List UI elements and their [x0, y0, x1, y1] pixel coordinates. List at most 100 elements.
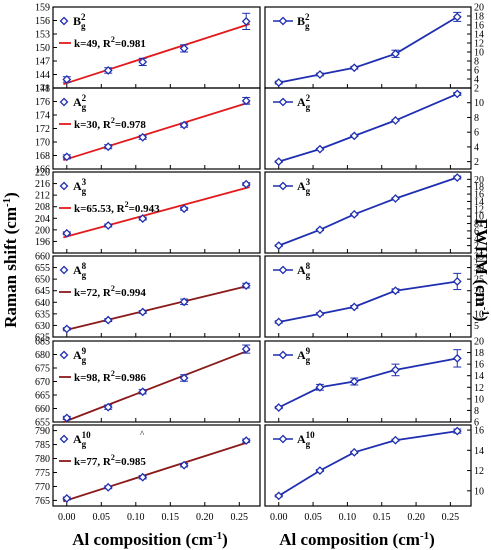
- legend-marker: [59, 434, 69, 444]
- data-point: [138, 214, 148, 223]
- x-tick-label: 0.00: [58, 512, 76, 523]
- mode-label: A10 g: [297, 430, 315, 449]
- legend-marker: [278, 434, 288, 444]
- y-tick-label: 196: [35, 237, 50, 248]
- mode-label: B2 g: [73, 12, 86, 31]
- data-point: [452, 89, 462, 99]
- y-tick-label: 153: [35, 30, 50, 41]
- fit-line: [63, 186, 250, 239]
- fit-line: [63, 284, 250, 332]
- y-tick-label: 176: [35, 97, 50, 108]
- y-tick-label: 18: [474, 12, 484, 23]
- y-tick-label: 765: [35, 496, 50, 507]
- data-point: [241, 16, 251, 26]
- y-tick-label: 16: [474, 21, 484, 32]
- y-tick-label: 166: [35, 165, 50, 176]
- data-point: [315, 382, 325, 392]
- x-tick-label: 0.10: [127, 512, 145, 523]
- y-tick-label: 14: [474, 446, 484, 457]
- y-tick-label: 10: [474, 309, 484, 320]
- y-tick-label: 220: [35, 168, 50, 179]
- legend-marker: [59, 350, 69, 360]
- y-tick-label: 20: [474, 286, 484, 297]
- legend-marker: [278, 16, 288, 26]
- y-tick-label: 10: [474, 486, 484, 497]
- mode-label: A8 g: [73, 261, 87, 280]
- legend-marker: [278, 265, 288, 275]
- data-point: [62, 324, 72, 334]
- y-tick-label: 208: [35, 202, 50, 213]
- fit-line: [63, 349, 250, 423]
- data-point: [179, 43, 189, 53]
- x-tick-label: 0.25: [231, 512, 249, 523]
- y-tick-label: 172: [35, 124, 50, 135]
- fit-label: k=72, R2=0.994: [74, 284, 146, 299]
- panel-frame: [52, 424, 261, 507]
- y-tick-label: 2: [474, 241, 479, 252]
- y-tick-label: 10: [474, 394, 484, 405]
- y-tick-label: 216: [35, 179, 50, 190]
- y-tick-label: 147: [35, 57, 50, 68]
- data-point: [138, 387, 148, 397]
- y-tick-label: 159: [35, 3, 50, 14]
- y-tick-label: 6: [474, 418, 479, 429]
- y-tick-label: 170: [35, 138, 50, 149]
- y-tick-label: 141: [35, 84, 50, 95]
- y-tick-label: 204: [35, 214, 50, 225]
- fit-label: k=49, R2=0.981: [74, 35, 146, 50]
- y-tick-label: 20: [474, 337, 484, 348]
- y-tick-label: 174: [35, 111, 50, 122]
- data-point: [138, 307, 148, 317]
- data-point: [274, 403, 284, 412]
- panel-frame: [264, 6, 472, 89]
- data-point: [452, 12, 462, 22]
- y-tick-label: 200: [35, 225, 50, 236]
- y-tick-label: 650: [35, 275, 50, 286]
- panel-left-5: 655 660 665 670 675 680 685 A9 g k=98, R2=0.986: [35, 337, 261, 429]
- panel-left-1: 141 144 147 150 153 156 159 B2 g k=49, R2=0.981: [35, 3, 261, 95]
- y-tick-label: 635: [35, 309, 50, 320]
- x-tick-label: 0.15: [373, 512, 391, 523]
- y-tick-label: 30: [474, 263, 484, 274]
- data-point: [241, 179, 251, 189]
- data-point: [349, 447, 359, 457]
- data-point: [274, 491, 284, 501]
- fit-line: [63, 440, 250, 503]
- y-tick-label: 18: [474, 348, 484, 359]
- y-tick-label: 156: [35, 16, 50, 27]
- y-tick-label: 12: [474, 383, 484, 394]
- series-line: [278, 280, 458, 323]
- y-tick-label: 785: [35, 440, 50, 451]
- x-tick-label: 0.05: [304, 512, 322, 523]
- mode-label: A3 g: [297, 177, 311, 196]
- y-tick-label: 10: [474, 212, 484, 223]
- y-tick-label: 16: [474, 360, 484, 371]
- data-point: [62, 413, 72, 423]
- data-point: [179, 297, 189, 307]
- data-point: [103, 482, 113, 492]
- legend-marker: [278, 350, 288, 360]
- y-tick-label: 675: [35, 364, 50, 375]
- legend-marker: [278, 181, 288, 191]
- y-tick-label: 4: [474, 142, 479, 153]
- y-tick-label: 780: [35, 454, 50, 465]
- data-point: [391, 49, 400, 59]
- right-y-axis-title: FWHM (cm-1): [472, 218, 491, 321]
- y-tick-label: 670: [35, 377, 50, 388]
- fit-label: k=30, R2=0.978: [74, 116, 146, 131]
- y-tick-label: 10: [474, 48, 484, 59]
- data-point: [452, 353, 462, 363]
- panel-right-6: 10 12 14 16 0.00 0.05 0.10 0.15 0.20 0.25 A10 g: [264, 424, 484, 523]
- data-point: [349, 131, 359, 141]
- series-line: [278, 357, 458, 409]
- data-point: [274, 78, 284, 88]
- data-point: [391, 365, 400, 375]
- y-tick-label: 16: [474, 190, 484, 201]
- y-tick-label: 178: [35, 84, 50, 95]
- data-point: [179, 120, 189, 130]
- left-x-axis-title: Al composition (cm-1): [72, 530, 228, 549]
- fit-label: k=77, R2=0.985: [74, 453, 146, 468]
